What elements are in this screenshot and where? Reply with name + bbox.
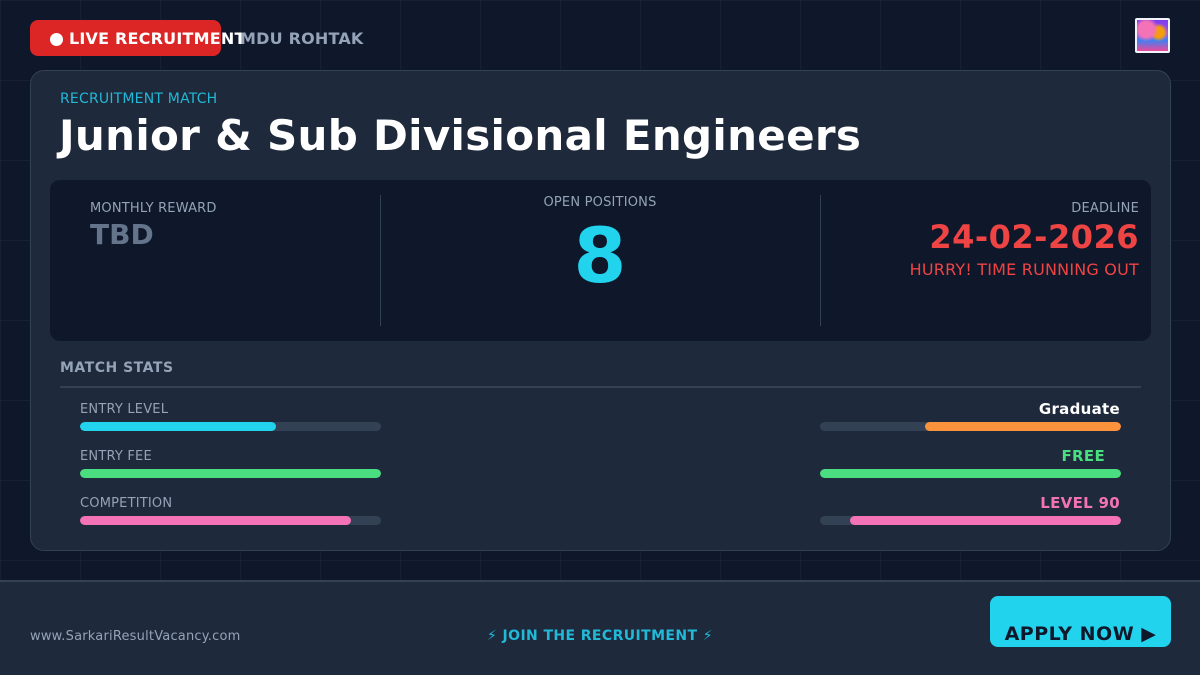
entry-fee-bar-left (80, 469, 381, 478)
join-recruitment-tagline: ⚡ JOIN THE RECRUITMENT ⚡ (487, 628, 713, 644)
entry-fee-bar-right (820, 469, 1121, 478)
monthly-reward-value: TBD (90, 218, 154, 251)
stat-divider (380, 195, 381, 326)
page-title: Junior & Sub Divisional Engineers (59, 111, 862, 160)
deadline-label: DEADLINE (1071, 201, 1139, 216)
competition-bar-right (820, 516, 1121, 525)
stat-value: Graduate (1038, 400, 1120, 418)
monthly-reward-label: MONTHLY REWARD (90, 201, 217, 216)
organization-name: MDU ROHTAK (240, 29, 364, 48)
key-stats-panel: MONTHLY REWARD TBD OPEN POSITIONS 8 DEAD… (50, 180, 1151, 341)
open-positions-value: 8 (573, 211, 627, 300)
organization-logo-icon (1135, 18, 1170, 53)
open-positions-label: OPEN POSITIONS (543, 195, 657, 210)
stat-label: COMPETITION (80, 496, 173, 511)
stat-label: ENTRY FEE (80, 449, 152, 464)
live-dot-icon (50, 32, 63, 46)
live-badge-label: LIVE RECRUITMENT (69, 28, 246, 48)
bar-fill (820, 469, 1121, 478)
match-stats-title: MATCH STATS (60, 360, 174, 376)
stat-value: LEVEL 90 (1040, 494, 1120, 512)
apply-now-button[interactable]: APPLY NOW ▶ (990, 596, 1171, 647)
bar-fill (80, 516, 351, 525)
deadline-stat: DEADLINE 24-02-2026 HURRY! TIME RUNNING … (820, 180, 1151, 341)
section-divider (60, 386, 1141, 388)
stat-value: FREE (1061, 447, 1105, 465)
deadline-value: 24-02-2026 (929, 218, 1139, 256)
bar-fill (80, 469, 381, 478)
bar-fill (80, 422, 276, 431)
monthly-reward-stat: MONTHLY REWARD TBD (50, 180, 380, 341)
bar-fill (925, 422, 1121, 431)
site-url[interactable]: www.SarkariResultVacancy.com (30, 629, 241, 644)
recruitment-card: RECRUITMENT MATCH Junior & Sub Divisiona… (30, 70, 1171, 551)
open-positions-stat: OPEN POSITIONS 8 (380, 180, 820, 341)
bar-fill (850, 516, 1121, 525)
live-recruitment-badge: LIVE RECRUITMENT (30, 20, 245, 56)
entry-level-bar-left (80, 422, 381, 431)
competition-bar-left (80, 516, 381, 525)
deadline-warning: HURRY! TIME RUNNING OUT (909, 260, 1139, 279)
footer: www.SarkariResultVacancy.com ⚡ JOIN THE … (0, 580, 1200, 675)
stat-divider (820, 195, 821, 326)
stat-label: ENTRY LEVEL (80, 402, 169, 417)
card-eyebrow: RECRUITMENT MATCH (60, 91, 218, 107)
entry-level-bar-right (820, 422, 1121, 431)
